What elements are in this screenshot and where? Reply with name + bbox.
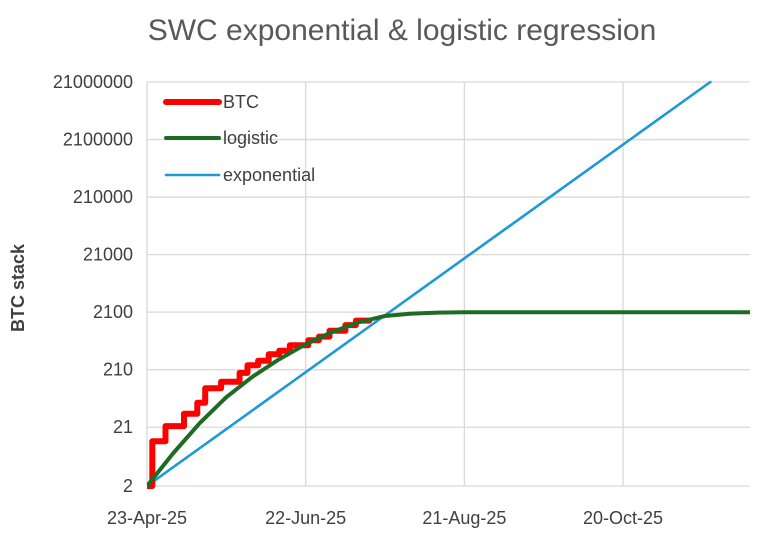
y-tick-label: 2 bbox=[123, 476, 133, 496]
series-exponential-line bbox=[147, 80, 712, 488]
series-layer bbox=[147, 80, 750, 489]
series-logistic-line bbox=[147, 310, 750, 488]
y-axis-label: BTC stack bbox=[8, 243, 28, 332]
x-tick-label: 22-Jun-25 bbox=[265, 508, 346, 528]
y-tick-label: 210000 bbox=[73, 187, 133, 207]
y-tick-label: 21 bbox=[113, 417, 133, 437]
x-tick-label: 20-Oct-25 bbox=[583, 508, 663, 528]
y-tick-label: 21000000 bbox=[53, 72, 133, 92]
x-tick-label: 21-Aug-25 bbox=[422, 508, 506, 528]
legend-label-btc: BTC bbox=[223, 92, 259, 112]
legend: BTC logistic exponential bbox=[163, 92, 315, 185]
y-tick-label: 210 bbox=[103, 360, 133, 380]
y-tick-label: 2100000 bbox=[63, 130, 133, 150]
x-axis-ticks: 23-Apr-25 22-Jun-25 21-Aug-25 20-Oct-25 bbox=[107, 508, 663, 528]
y-axis-ticks: 2 21 210 2100 21000 210000 2100000 21000000 bbox=[53, 72, 133, 496]
series-btc-line bbox=[147, 317, 373, 489]
chart-title: SWC exponential & logistic regression bbox=[148, 14, 657, 47]
x-tick-label: 23-Apr-25 bbox=[107, 508, 187, 528]
legend-label-logistic: logistic bbox=[223, 128, 278, 148]
y-tick-label: 2100 bbox=[93, 302, 133, 322]
legend-label-exponential: exponential bbox=[223, 165, 315, 185]
y-tick-label: 21000 bbox=[83, 245, 133, 265]
